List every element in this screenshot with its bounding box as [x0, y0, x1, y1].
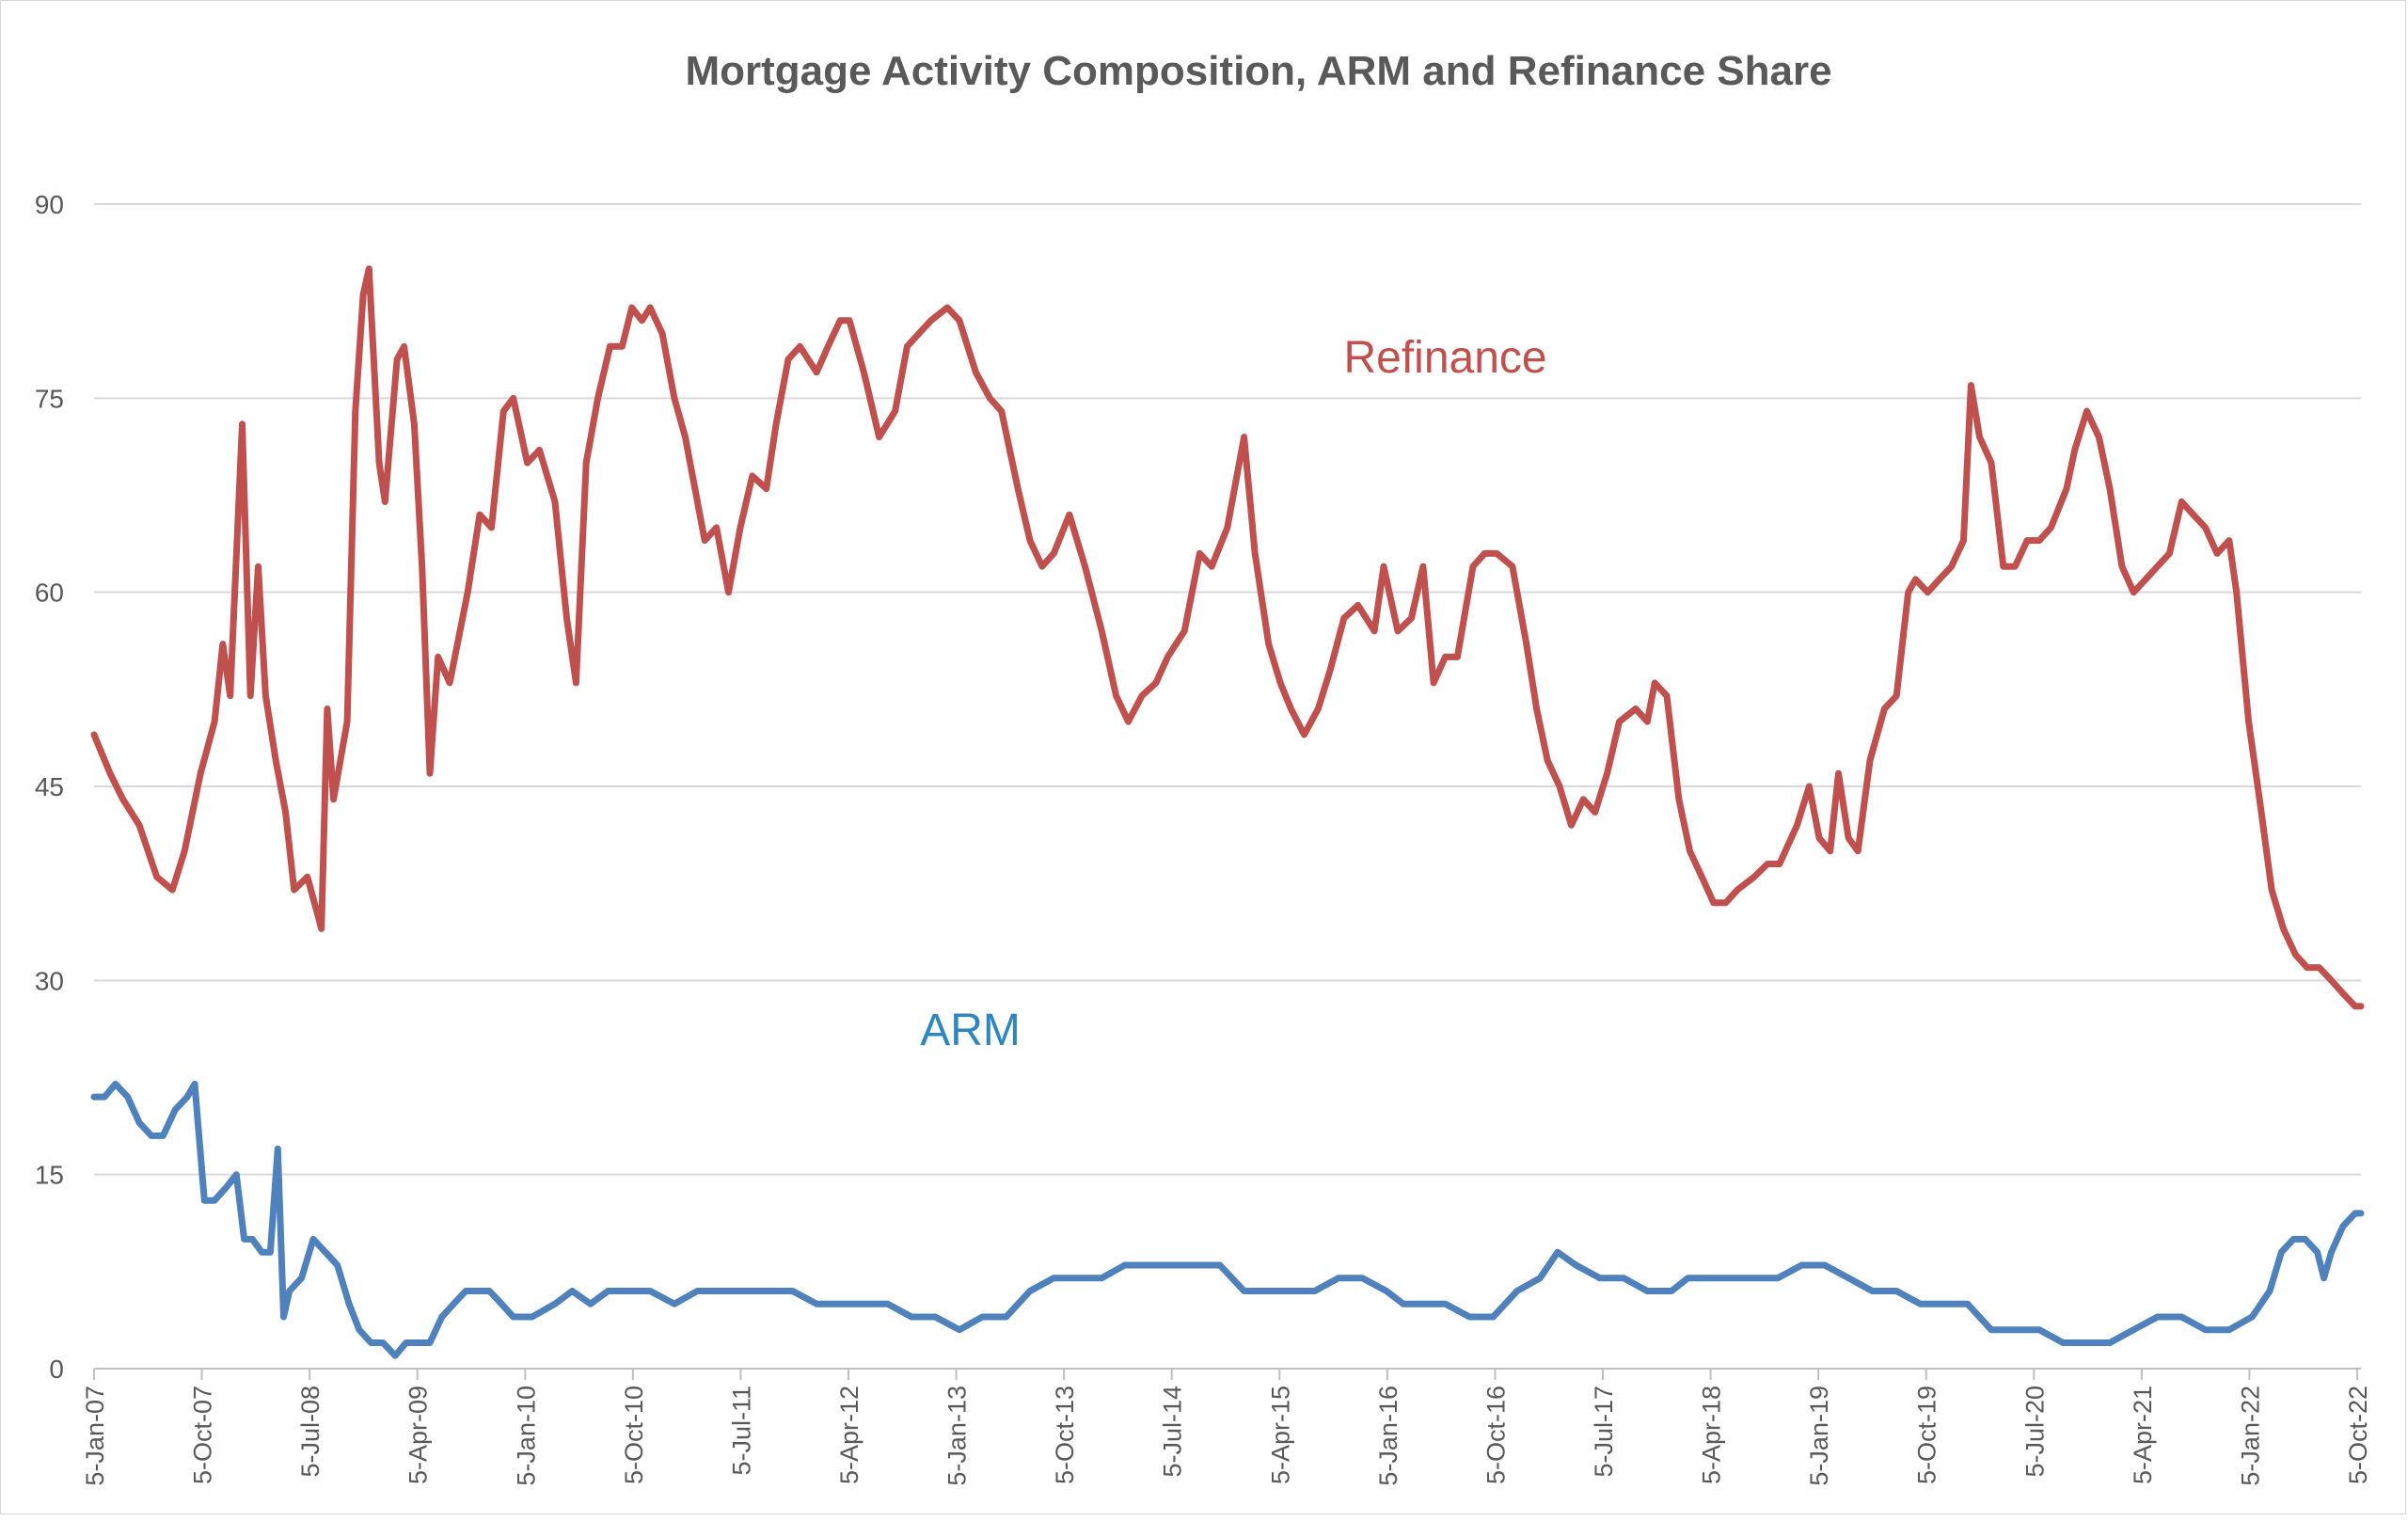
x-tick-label: 5-Jan-10 [512, 1386, 540, 1486]
x-tick-label: 5-Apr-09 [404, 1386, 433, 1484]
y-tick-label: 75 [35, 384, 64, 413]
x-tick-label: 5-Jul-17 [1590, 1386, 1618, 1478]
y-axis: 0 15 30 45 60 75 90 [35, 190, 64, 1384]
series-line-refinance [90, 265, 2365, 1010]
x-tick-label: 5-Apr-21 [2129, 1386, 2157, 1484]
annotations: Refinance ARM [920, 333, 1546, 1055]
x-tick-label: 5-Jul-14 [1159, 1386, 1187, 1478]
x-tick-label: 5-Jan-19 [1805, 1386, 1833, 1486]
y-tick-label: 0 [49, 1355, 64, 1384]
x-tick-label: 5-Oct-10 [620, 1386, 648, 1484]
x-tick-label: 5-Jan-13 [943, 1386, 972, 1486]
x-tick-label: 5-Oct-13 [1051, 1386, 1079, 1484]
x-tick-label: 5-Jul-11 [727, 1386, 755, 1476]
x-tick-label: 5-Jan-16 [1374, 1386, 1402, 1486]
y-tick-label: 60 [35, 578, 64, 608]
x-tick-label: 5-Apr-12 [835, 1386, 863, 1484]
series-line-arm [90, 1080, 2365, 1359]
x-tick-label: 5-Jan-07 [81, 1386, 109, 1486]
series-lines [90, 265, 2365, 1359]
x-tick-label: 5-Oct-22 [2344, 1386, 2372, 1484]
x-axis: 5-Jan-07 5-Oct-07 5-Jul-08 5-Apr-09 5-Jan-10… [81, 1368, 2372, 1486]
y-tick-label: 15 [35, 1161, 64, 1190]
x-tick-label: 5-Jul-08 [296, 1386, 325, 1478]
y-tick-label: 30 [35, 966, 64, 995]
y-tick-label: 90 [35, 190, 64, 219]
x-tick-label: 5-Apr-15 [1266, 1386, 1294, 1484]
x-tick-label: 5-Oct-19 [1913, 1386, 1941, 1484]
chart-title: Mortgage Activity Composition, ARM and R… [685, 48, 1831, 94]
x-tick-label: 5-Jan-22 [2236, 1386, 2264, 1486]
x-tick-label: 5-Apr-18 [1698, 1386, 1726, 1484]
annotation-arm: ARM [920, 1006, 1021, 1055]
x-tick-label: 5-Oct-16 [1481, 1386, 1510, 1484]
y-tick-label: 45 [35, 772, 64, 801]
x-tick-label: 5-Jul-20 [2020, 1386, 2049, 1478]
gridlines [94, 203, 2361, 1176]
x-tick-label: 5-Oct-07 [189, 1386, 217, 1484]
annotation-refinance: Refinance [1343, 333, 1546, 383]
